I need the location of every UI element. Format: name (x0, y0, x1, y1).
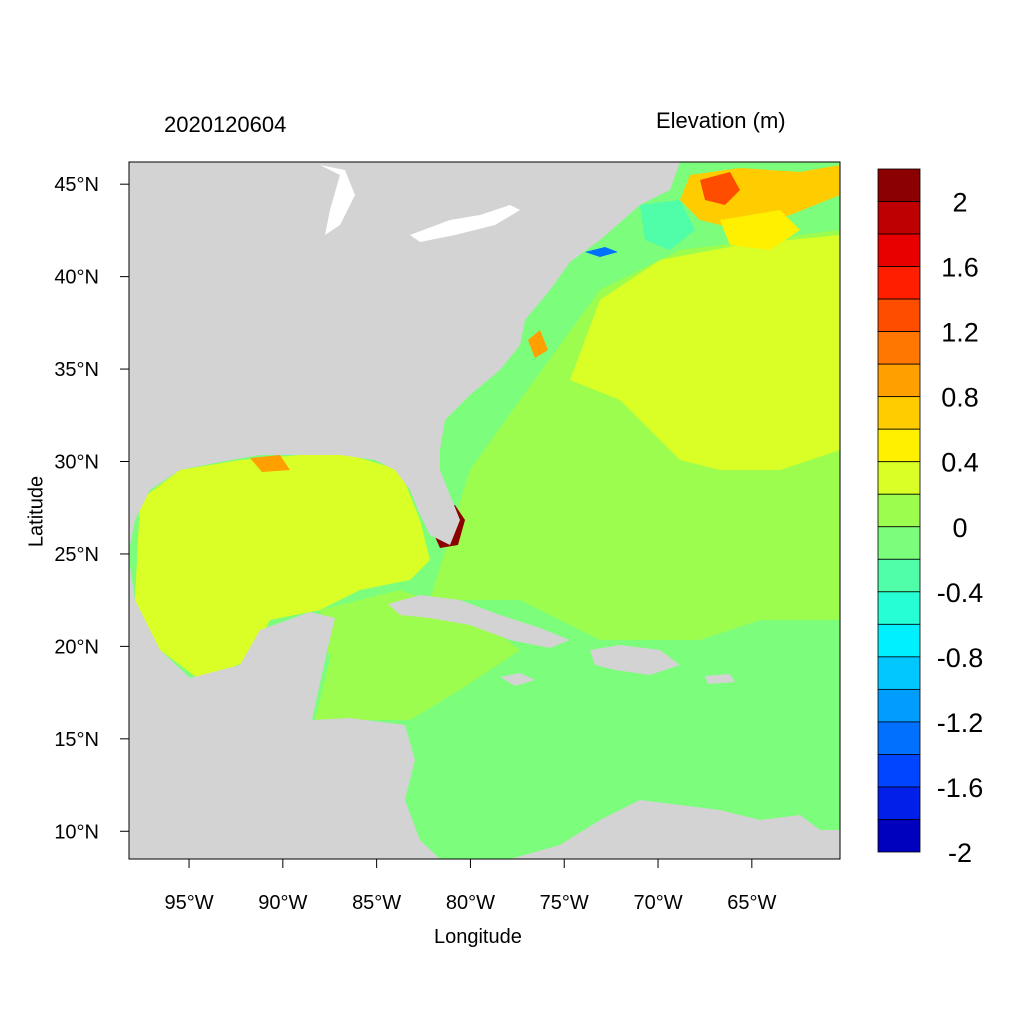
y-tick-label: 30°N (54, 452, 99, 474)
colorbar-swatch (877, 493, 921, 528)
y-axis-title: Latitude (25, 475, 48, 548)
colorbar-swatch (877, 656, 921, 690)
x-tick-label: 70°W (633, 892, 682, 914)
y-tick-label: 25°N (54, 544, 99, 566)
hispaniola-land (590, 645, 680, 675)
colorbar-label: -0.4 (937, 578, 984, 608)
jamaica-land (500, 673, 535, 686)
colorbar-label: -2 (948, 838, 972, 868)
colorbar-label: -1.6 (937, 773, 984, 803)
long-island-negative-field (585, 247, 618, 257)
x-axis: 95°W 90°W 85°W 80°W 75°W 70°W 65°W (164, 859, 777, 914)
colorbar-swatch (877, 623, 921, 658)
plot-frame (128, 161, 841, 860)
colorbar-swatch (877, 786, 921, 820)
colorbar-swatch (877, 558, 921, 593)
scotian-shelf-field (720, 210, 800, 250)
north-america-land (129, 162, 680, 560)
south-america-land (510, 800, 840, 859)
colorbar-swatch (877, 331, 921, 365)
lake-erie-ontario (410, 205, 520, 242)
gulf-of-mexico-field (135, 455, 430, 680)
land (129, 162, 840, 859)
colorbar-swatch (877, 266, 921, 300)
colorbar-swatch (877, 526, 921, 560)
date-title: 2020120604 (164, 112, 287, 137)
x-tick-label: 95°W (164, 892, 213, 914)
y-tick-label: 10°N (54, 821, 99, 843)
colorbar-swatch (877, 428, 921, 463)
colorbar-swatch (877, 461, 921, 495)
new-england-negative-field (640, 200, 695, 250)
y-axis: 45°N 40°N 35°N 30°N 25°N 20°N 15°N 10°N (54, 174, 129, 843)
puerto-rico-land (705, 674, 735, 684)
colorbar-label: -0.8 (937, 643, 984, 673)
colorbar-swatch (877, 721, 921, 755)
y-tick-label: 15°N (54, 729, 99, 751)
colorbar-swatch (877, 168, 921, 202)
x-axis-title: Longitude (434, 926, 522, 948)
colorbar-swatch (877, 819, 921, 853)
colorbar-label: 0.4 (941, 448, 979, 478)
great-lakes-region-land (320, 165, 355, 235)
colorbar-label: 0 (952, 513, 967, 543)
y-tick-label: 35°N (54, 359, 99, 381)
colorbar-label: 1.2 (941, 318, 979, 348)
x-tick-label: 65°W (727, 892, 776, 914)
y-tick-label: 45°N (54, 174, 99, 196)
atlantic-04-field (570, 235, 840, 470)
x-tick-label: 85°W (352, 892, 401, 914)
x-tick-label: 75°W (540, 892, 589, 914)
colorbar-swatch (877, 201, 921, 235)
louisiana-surge-field (250, 455, 290, 472)
x-tick-label: 80°W (446, 892, 495, 914)
colorbar: 2 1.6 1.2 0.8 0.4 0 -0.4 -0.8 -1.2 -1.6 -2 (877, 168, 984, 868)
colorbar-label: 2 (952, 188, 967, 218)
colorbar-swatch (877, 396, 921, 430)
colorbar-label: 0.8 (941, 383, 979, 413)
colorbar-swatch (877, 363, 921, 398)
variable-title: Elevation (m) (656, 108, 786, 133)
colorbar-swatch (877, 298, 921, 333)
y-tick-label: 20°N (54, 636, 99, 658)
mexico-central-america-land (129, 560, 440, 859)
bay-of-fundy-field (700, 172, 740, 205)
carolina-surge-field (528, 330, 548, 358)
cuba-land (388, 595, 570, 648)
colorbar-swatch (877, 754, 921, 788)
colorbar-swatch (877, 233, 921, 267)
colorbar-label: 1.6 (941, 253, 979, 283)
colorbar-label: -1.2 (937, 708, 984, 738)
x-tick-label: 90°W (258, 892, 307, 914)
colorbar-swatch (877, 688, 921, 723)
y-tick-label: 40°N (54, 267, 99, 289)
colorbar-swatch (877, 591, 921, 625)
